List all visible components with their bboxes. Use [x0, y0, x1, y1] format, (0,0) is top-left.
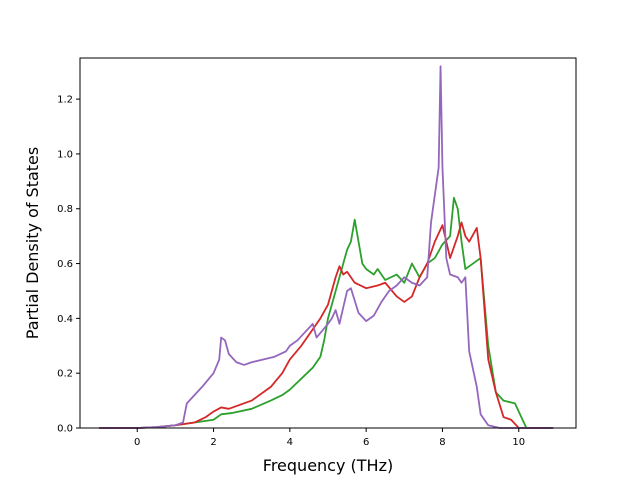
y-tick-label: 0.8 [57, 204, 73, 215]
x-tick-label: 4 [287, 437, 293, 448]
y-tick-label: 1.0 [57, 149, 73, 160]
y-tick-label: 0.4 [57, 314, 73, 325]
x-tick-label: 8 [439, 437, 445, 448]
plot-frame [79, 57, 577, 429]
y-tick-label: 0.6 [57, 259, 73, 270]
x-tick-label: 2 [210, 437, 216, 448]
x-tick-label: 0 [134, 437, 140, 448]
y-axis-ticks: 0.0 0.2 0.4 0.6 0.8 1.0 1.2 [57, 95, 80, 435]
series-line-2 [99, 221, 554, 429]
x-tick-label: 10 [512, 437, 525, 448]
plot-background [80, 58, 576, 428]
series-line-1 [99, 196, 554, 429]
y-tick-label: 0.0 [57, 424, 73, 435]
series-layer [99, 65, 554, 429]
y-axis-label: Partial Density of States [23, 147, 42, 339]
x-axis-label: Frequency (THz) [263, 456, 393, 475]
x-axis-ticks: 0 2 4 6 8 10 [134, 428, 525, 448]
y-tick-label: 1.2 [57, 95, 73, 106]
series-line-3 [99, 65, 554, 429]
x-tick-label: 6 [363, 437, 369, 448]
y-tick-label: 0.2 [57, 369, 73, 380]
